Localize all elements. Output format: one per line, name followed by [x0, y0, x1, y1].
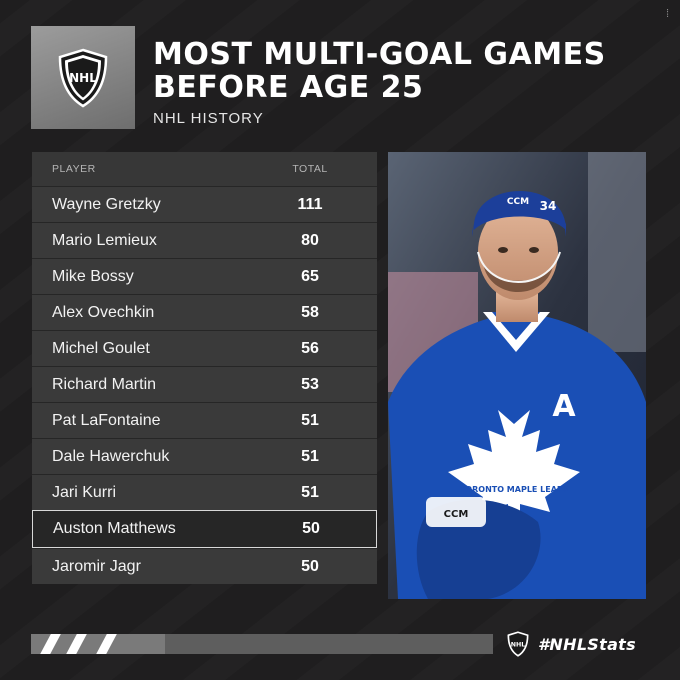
table-header: PLAYER TOTAL: [32, 152, 377, 186]
nhl-shield-icon: NHL: [58, 48, 108, 107]
player-total: 51: [301, 411, 319, 429]
player-total: 53: [301, 375, 319, 393]
header-titles: MOST MULTI-GOAL GAMES BEFORE AGE 25 NHL …: [153, 38, 606, 127]
player-total: 65: [301, 267, 319, 285]
player-name: Alex Ovechkin: [52, 303, 155, 321]
player-name: Wayne Gretzky: [52, 195, 161, 213]
player-name: Auston Matthews: [53, 520, 176, 537]
player-total: 50: [301, 557, 319, 575]
player-name: Michel Goulet: [52, 339, 150, 357]
player-name: Mario Lemieux: [52, 231, 157, 249]
table-row: Dale Hawerchuk 51: [32, 438, 377, 474]
player-name: Mike Bossy: [52, 267, 134, 285]
stats-table: PLAYER TOTAL Wayne Gretzky 111 Mario Lemie…: [32, 152, 377, 584]
player-total: 80: [301, 231, 319, 249]
nhl-small-shield-icon: NHL: [507, 631, 529, 657]
table-row: Alex Ovechkin 58: [32, 294, 377, 330]
crest-text: TORONTO MAPLE LEAFS: [460, 485, 569, 494]
player-face: [478, 204, 558, 300]
player-beard: [483, 262, 554, 292]
glove-brand: CCM: [444, 509, 469, 520]
player-illustration: A TORONTO MAPLE LEAFS CCM 34 CCM: [388, 152, 646, 599]
column-header-player: PLAYER: [52, 163, 96, 175]
helmet-brand: CCM: [507, 197, 529, 207]
page-title-line2: BEFORE AGE 25: [153, 70, 424, 105]
table-row: Mike Bossy 65: [32, 258, 377, 294]
player-total: 50: [302, 520, 320, 537]
player-total: 56: [301, 339, 319, 357]
table-row: Richard Martin 53: [32, 366, 377, 402]
table-row: Jari Kurri 51: [32, 474, 377, 510]
nhl-logo-text: NHL: [69, 71, 97, 85]
footer-logo-text: NHL: [511, 642, 526, 649]
table-row: Mario Lemieux 80: [32, 222, 377, 258]
footer-hashtag[interactable]: #NHLStats: [538, 634, 636, 654]
chin-strap: [477, 251, 561, 283]
table-row: Michel Goulet 56: [32, 330, 377, 366]
table-body: Wayne Gretzky 111 Mario Lemieux 80 Mike Boss…: [32, 186, 377, 584]
player-name: Dale Hawerchuk: [52, 447, 170, 465]
player-photo: A TORONTO MAPLE LEAFS CCM 34 CCM: [388, 152, 646, 599]
column-header-total: TOTAL: [292, 163, 328, 175]
footer-bar: [31, 634, 493, 654]
helmet-number: 34: [540, 199, 557, 213]
right-eye: [529, 247, 539, 253]
footer-bar-dark: [165, 634, 493, 654]
footer-stripe-3: [93, 634, 119, 654]
player-name: Jaromir Jagr: [52, 557, 141, 575]
glove-cuff: [426, 497, 486, 527]
table-row: Jaromir Jagr 50: [32, 548, 377, 584]
footer-stripe-2: [63, 634, 89, 654]
page-title-line1: MOST MULTI-GOAL GAMES: [153, 37, 606, 72]
left-eye: [498, 247, 508, 253]
footer-branding: NHL #NHLStats: [505, 630, 636, 658]
player-total: 111: [297, 195, 323, 213]
player-total: 58: [301, 303, 319, 321]
table-row: Pat LaFontaine 51: [32, 402, 377, 438]
helmet-top: [473, 190, 566, 230]
corner-mark: ⁞: [665, 8, 670, 20]
nhl-logo-box: NHL: [31, 26, 135, 129]
page-subtitle: NHL HISTORY: [153, 110, 264, 127]
captain-letter: A: [552, 389, 576, 424]
player-total: 51: [301, 483, 319, 501]
player-name: Richard Martin: [52, 375, 157, 393]
player-name: Jari Kurri: [52, 483, 117, 501]
player-name: Pat LaFontaine: [52, 411, 161, 429]
table-row: Wayne Gretzky 111: [32, 186, 377, 222]
background-fan-right: [588, 152, 646, 352]
player-total: 51: [301, 447, 319, 465]
footer-stripe-1: [37, 634, 63, 654]
table-row-highlighted: Auston Matthews 50: [32, 510, 377, 548]
